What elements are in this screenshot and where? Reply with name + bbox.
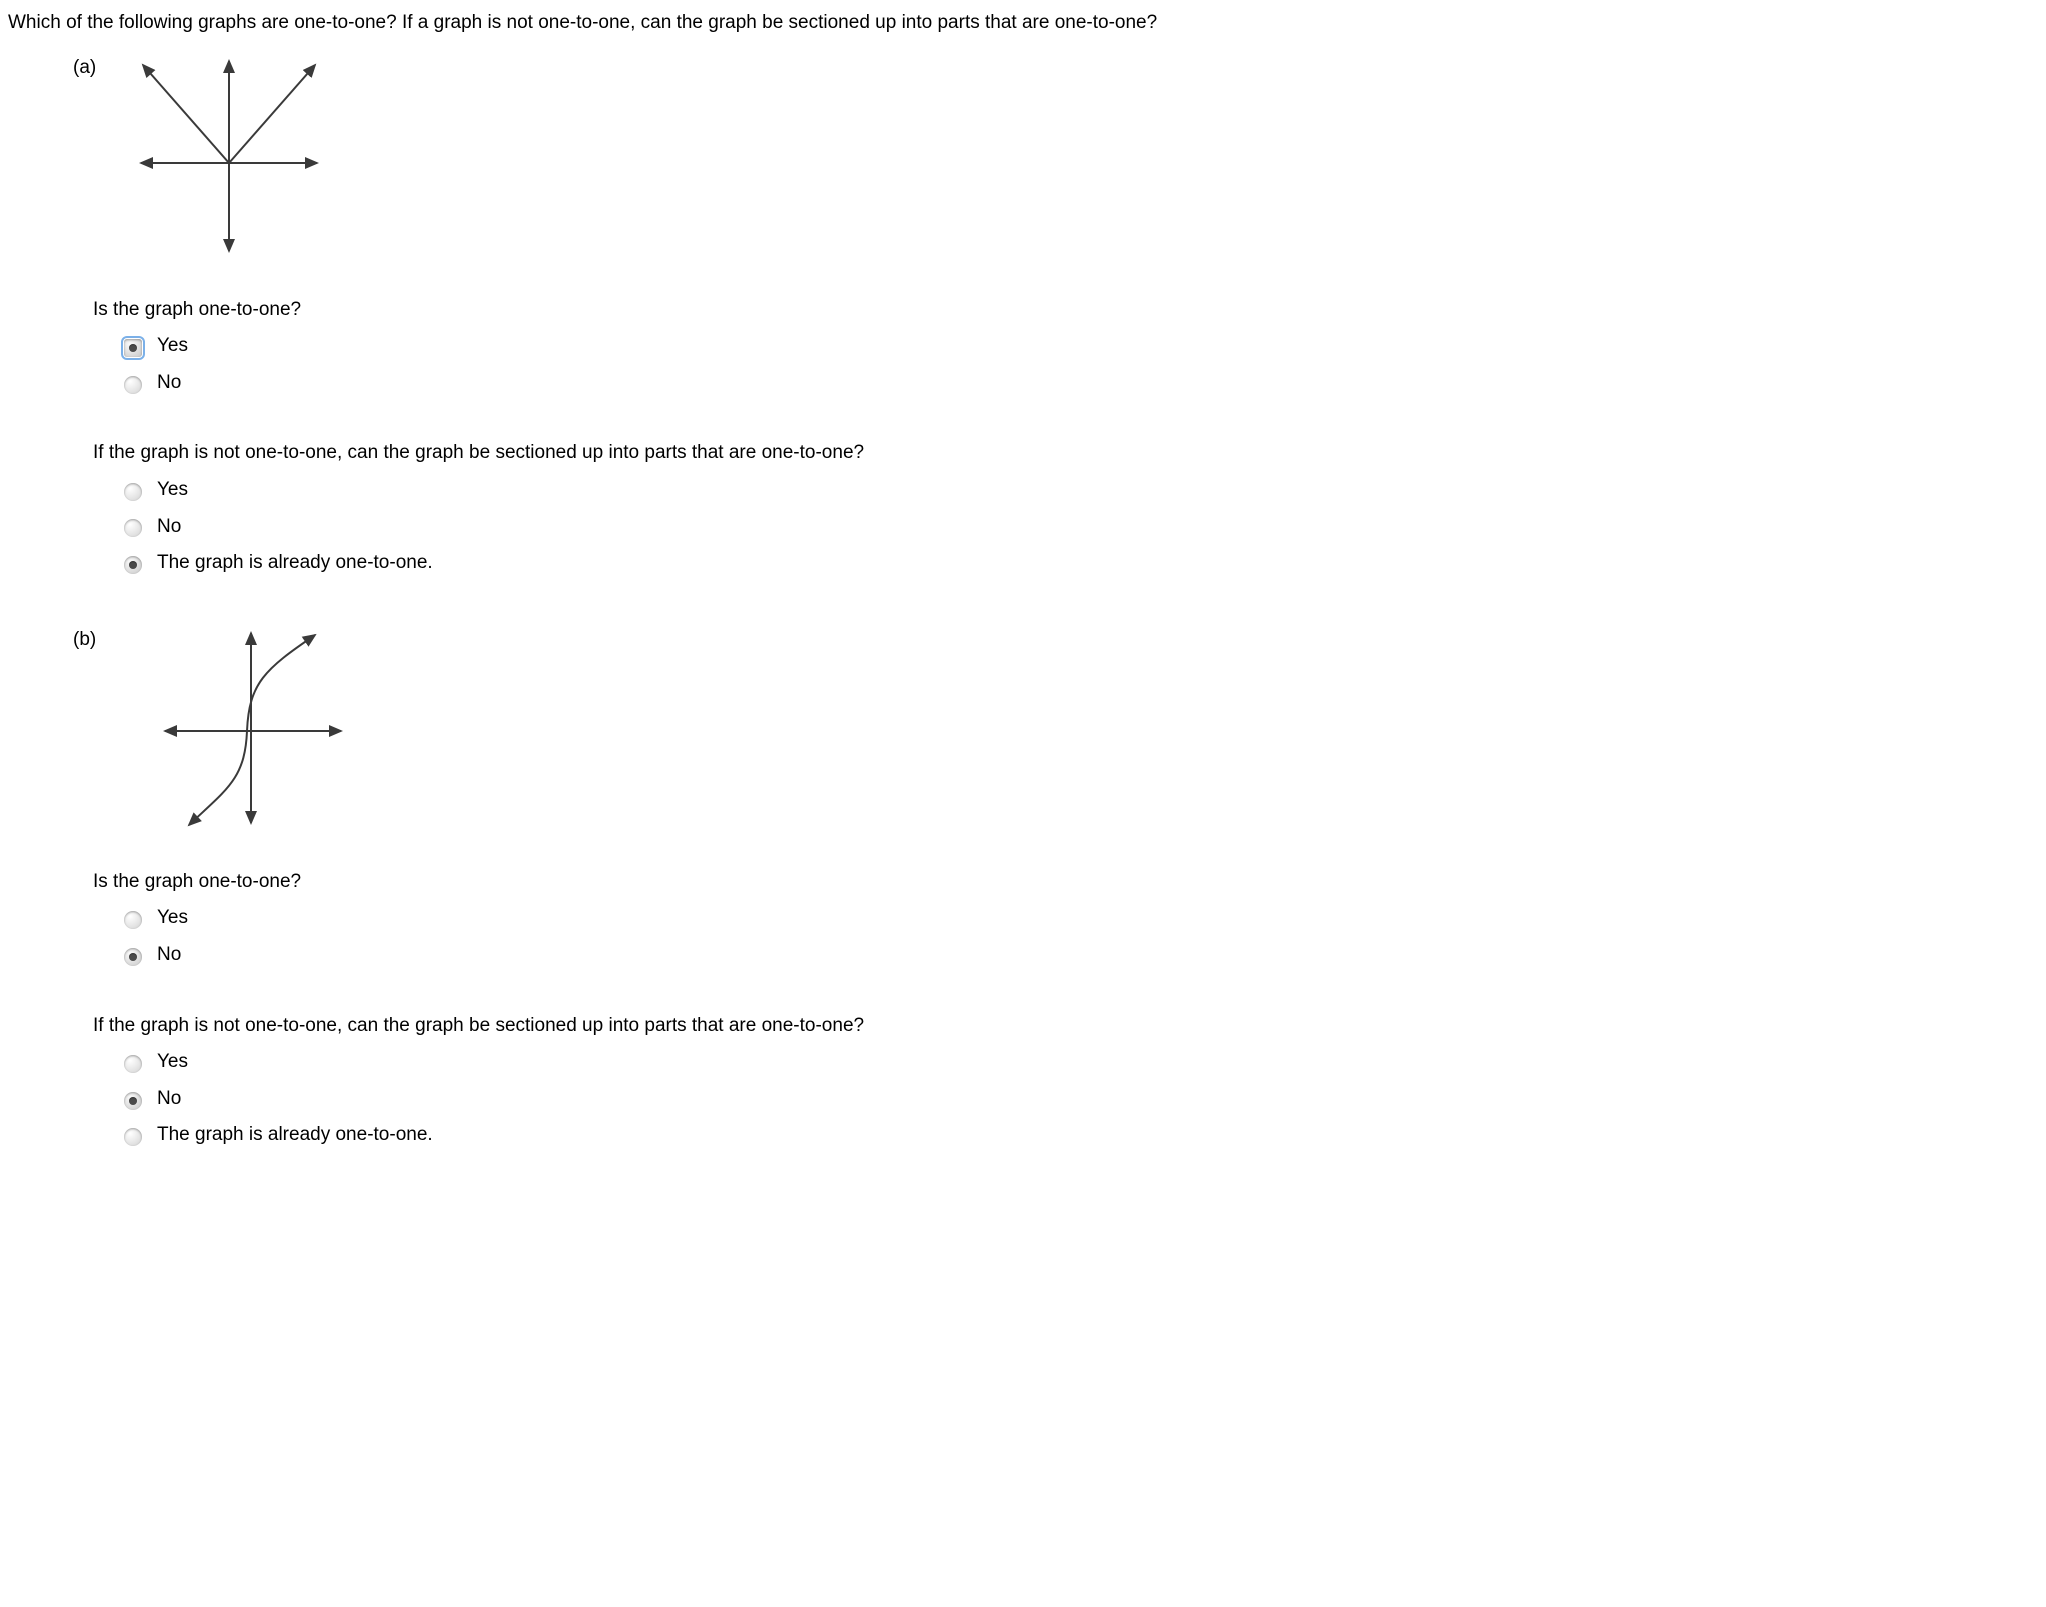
part-a-q2-opt-0-label[interactable]: Yes (157, 477, 188, 504)
graph-b (153, 627, 2038, 837)
part-a-q1-radio-1[interactable] (124, 376, 142, 394)
part-b-q2: If the graph is not one-to-one, can the … (93, 1013, 2038, 1149)
part-a-q1-text: Is the graph one-to-one? (93, 297, 2038, 324)
part-a-q2-opt-2[interactable]: The graph is already one-to-one. (119, 550, 2038, 577)
part-b-q1-opt-0[interactable]: Yes (119, 905, 2038, 932)
part-a-q2-opt-1[interactable]: No (119, 514, 2038, 541)
part-b-q2-opt-1[interactable]: No (119, 1086, 2038, 1113)
graph-a (129, 55, 2038, 265)
part-a-q2-text: If the graph is not one-to-one, can the … (93, 440, 2038, 467)
part-b-q2-radio-1[interactable] (124, 1092, 142, 1110)
part-b-q2-text: If the graph is not one-to-one, can the … (93, 1013, 2038, 1040)
part-a-q1: Is the graph one-to-one? Yes No (93, 297, 2038, 397)
part-b-q1: Is the graph one-to-one? Yes No (93, 869, 2038, 969)
part-a-q1-opt-1-label[interactable]: No (157, 370, 181, 397)
part-b-q1-text: Is the graph one-to-one? (93, 869, 2038, 896)
part-a-q1-opt-1[interactable]: No (119, 370, 2038, 397)
part-a-q2-opt-1-label[interactable]: No (157, 514, 181, 541)
part-a-q2-radio-2[interactable] (124, 556, 142, 574)
part-a-label: (a) (73, 55, 96, 82)
part-b-q2-radio-0[interactable] (124, 1055, 142, 1073)
part-b-q1-radio-0[interactable] (124, 911, 142, 929)
part-a: (a) Is the graph one-to-one? (93, 55, 2038, 577)
part-b-q1-opt-1[interactable]: No (119, 942, 2038, 969)
part-b-q2-opt-2[interactable]: The graph is already one-to-one. (119, 1122, 2038, 1149)
part-b-q2-opt-0-label[interactable]: Yes (157, 1049, 188, 1076)
part-a-q1-opt-0-label[interactable]: Yes (157, 333, 188, 360)
part-b: (b) Is the graph one-to-one? Yes (93, 627, 2038, 1149)
part-b-q2-radio-2[interactable] (124, 1128, 142, 1146)
part-a-q1-radio-0[interactable] (124, 339, 142, 357)
part-a-q2-opt-0[interactable]: Yes (119, 477, 2038, 504)
part-a-q2-radio-0[interactable] (124, 483, 142, 501)
part-b-q2-opt-0[interactable]: Yes (119, 1049, 2038, 1076)
part-b-q2-opt-2-label[interactable]: The graph is already one-to-one. (157, 1122, 433, 1149)
part-b-label: (b) (73, 627, 96, 654)
question-text: Which of the following graphs are one-to… (8, 10, 2038, 37)
part-a-q1-opt-0[interactable]: Yes (119, 333, 2038, 360)
part-a-q2: If the graph is not one-to-one, can the … (93, 440, 2038, 576)
part-a-q2-opt-2-label[interactable]: The graph is already one-to-one. (157, 550, 433, 577)
part-b-q1-opt-1-label[interactable]: No (157, 942, 181, 969)
part-b-q1-opt-0-label[interactable]: Yes (157, 905, 188, 932)
part-a-q2-radio-1[interactable] (124, 519, 142, 537)
part-b-q1-radio-1[interactable] (124, 948, 142, 966)
part-b-q2-opt-1-label[interactable]: No (157, 1086, 181, 1113)
